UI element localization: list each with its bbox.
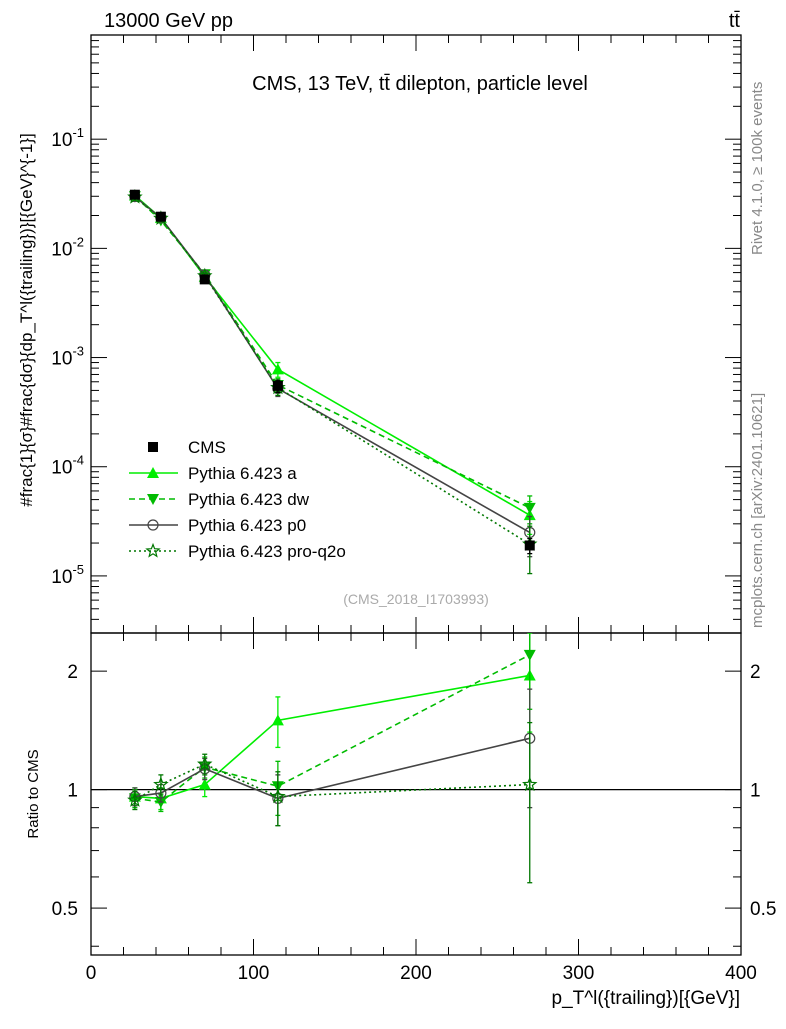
legend-label: Pythia 6.423 pro-q2o: [188, 542, 346, 561]
x-axis-label: p_T^l({trailing})[{GeV}]: [552, 988, 740, 1009]
legend-item: Pythia 6.423 pro-q2o: [129, 542, 346, 561]
main-chart-title: CMS, 13 TeV, tt̄ dilepton, particle leve…: [252, 73, 588, 95]
series-cms: [129, 189, 535, 555]
series-pythia-6-423-a: [128, 633, 536, 811]
legend-item: Pythia 6.423 a: [129, 464, 297, 483]
legend-label: Pythia 6.423 dw: [188, 490, 310, 509]
legend-item: Pythia 6.423 dw: [129, 490, 310, 509]
ratio-x-ticks: 0 100 200 300 400: [86, 633, 757, 984]
header-right-label: tt̄: [729, 10, 741, 32]
series-line: [134, 674, 530, 800]
data-point: [272, 380, 283, 391]
main-y-tick-label-exponent: -2: [72, 234, 84, 249]
data-point: [270, 788, 286, 804]
series-pythia-6-423-p0: [129, 688, 536, 827]
main-y-tick-label-base: 10: [51, 349, 72, 370]
ratio-y-tick-label-left: 2: [67, 662, 78, 683]
main-y-tick-label: 10-3: [51, 344, 84, 370]
data-point: [523, 502, 536, 514]
data-point: [271, 363, 284, 375]
series-pythia-6-423-pro-q2o: [127, 721, 538, 884]
ratio-y-tick-label-left: 1: [67, 781, 78, 802]
data-point: [129, 189, 140, 200]
legend-marker: [145, 542, 161, 558]
data-point: [523, 649, 536, 661]
legend-item: Pythia 6.423 p0: [129, 516, 306, 535]
main-y-ticks: 10-510-410-310-210-1: [51, 34, 741, 634]
main-y-tick-label: 10-1: [51, 125, 84, 151]
main-y-tick-label: 10-4: [51, 453, 84, 479]
ratio-y-tick-label-right: 2: [750, 662, 761, 683]
rivet-version-label: Rivet 4.1.0, ≥ 100k events: [749, 82, 766, 255]
header-left-label: 13000 GeV pp: [104, 10, 233, 32]
legend-label: Pythia 6.423 p0: [188, 516, 306, 535]
x-tick-label: 300: [563, 963, 595, 984]
main-y-tick-label-exponent: -3: [72, 344, 84, 359]
data-point: [271, 714, 284, 726]
data-point: [127, 792, 143, 807]
legend-item: CMS: [148, 438, 226, 457]
data-point: [155, 211, 166, 222]
series-line: [134, 763, 530, 801]
main-y-axis-label: #frac{1}{σ}#frac{dσ}{dp_T^l({trailing})}…: [17, 133, 36, 506]
legend-marker: [148, 442, 158, 452]
data-point: [198, 778, 211, 790]
legend-label: CMS: [188, 438, 226, 457]
series-line: [134, 654, 531, 803]
data-point: [197, 756, 213, 771]
legend-marker: [147, 467, 159, 478]
analysis-watermark: (CMS_2018_I1703993): [343, 591, 489, 607]
data-point: [522, 776, 538, 792]
main-y-tick-label-exponent: -5: [72, 562, 84, 577]
main-y-tick-label-exponent: -4: [72, 453, 84, 468]
ratio-plot-frame: [90, 632, 742, 956]
legend-marker: [147, 519, 159, 531]
ratio-y-tick-label-right: 0.5: [750, 899, 776, 920]
ratio-y-tick-label-right: 1: [750, 781, 761, 802]
main-y-tick-label: 10-2: [51, 234, 84, 260]
ratio-panel: Ratio to CMS p_T^l({trailing})[{GeV}] 0.…: [25, 632, 776, 1009]
data-point: [524, 540, 535, 551]
legend: CMS Pythia 6.423 a Pythia 6.423 dw Pythia 6…: [129, 438, 346, 561]
ratio-y-tick-label-left: 0.5: [52, 899, 78, 920]
ratio-y-ticks: 0.5 0.5 1 1 2 2: [52, 662, 776, 947]
main-y-tick-label-exponent: -1: [72, 125, 84, 140]
mcplots-reference-label: mcplots.cern.ch [arXiv:2401.10621]: [749, 393, 766, 628]
x-tick-label: 400: [725, 963, 757, 984]
data-point: [153, 776, 169, 792]
main-x-ticks: [90, 35, 742, 633]
main-y-tick-label-base: 10: [51, 130, 72, 151]
series-line: [134, 195, 531, 509]
legend-label: Pythia 6.423 a: [188, 464, 297, 483]
x-tick-label: 100: [238, 963, 270, 984]
main-panel: CMS, 13 TeV, tt̄ dilepton, particle leve…: [17, 34, 742, 634]
main-y-tick-label-base: 10: [51, 239, 72, 260]
main-y-tick-label: 10-5: [51, 562, 84, 588]
main-series-group: [127, 188, 538, 575]
ratio-y-axis-label: Ratio to CMS: [25, 749, 42, 838]
main-y-tick-label-base: 10: [51, 458, 72, 479]
x-tick-label: 200: [400, 963, 432, 984]
legend-marker: [147, 494, 159, 505]
main-y-tick-label-base: 10: [51, 567, 72, 588]
x-tick-label: 0: [86, 963, 97, 984]
data-point: [199, 274, 210, 285]
ratio-series-group: [127, 633, 538, 884]
